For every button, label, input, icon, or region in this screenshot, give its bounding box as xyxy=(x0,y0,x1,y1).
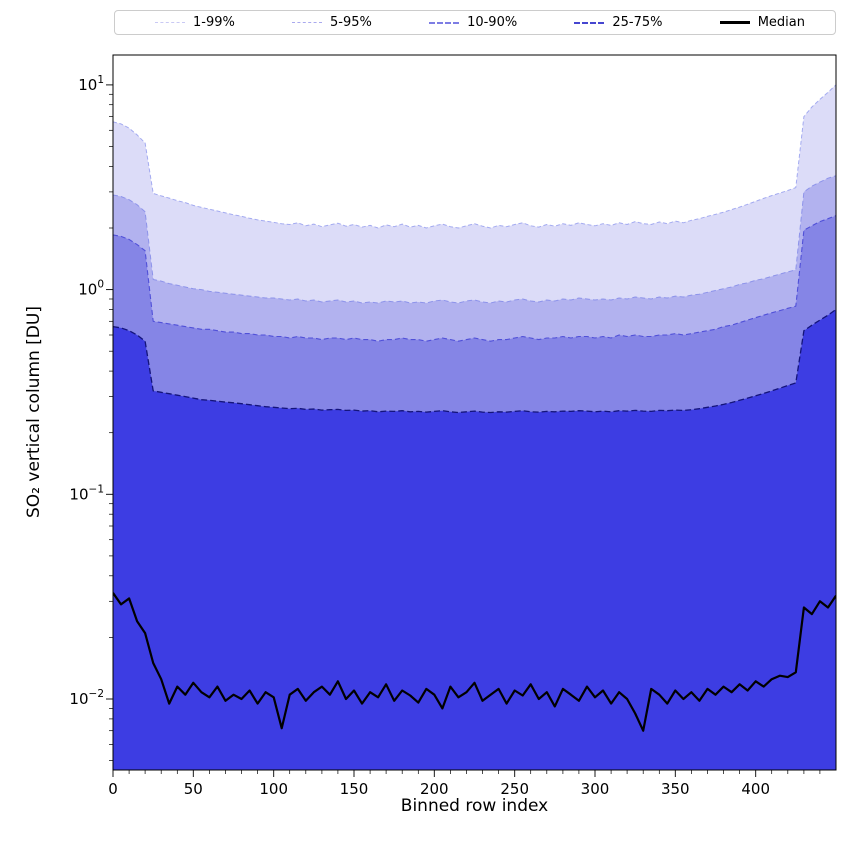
x-tick-label: 350 xyxy=(661,780,690,798)
y-axis-label: SO₂ vertical column [DU] xyxy=(24,306,44,518)
legend-item-10-90: 10-90% xyxy=(429,15,517,30)
x-tick-label: 150 xyxy=(340,780,369,798)
percentile-band-edges xyxy=(113,84,836,732)
legend-item-5-95: 5-95% xyxy=(292,15,372,30)
x-axis-label: Binned row index xyxy=(400,796,549,816)
legend-item-1-99: 1-99% xyxy=(155,15,235,30)
line-p95 xyxy=(113,175,836,304)
x-tick-label: 100 xyxy=(259,780,288,798)
x-tick-label: 250 xyxy=(500,780,529,798)
legend-item-median: Median xyxy=(719,15,805,30)
legend-line-sample-1-99-icon xyxy=(155,22,185,23)
line-p99 xyxy=(113,84,836,229)
axes xyxy=(106,54,837,777)
plot-border xyxy=(112,54,837,771)
x-tick-label: 400 xyxy=(741,780,770,798)
line-p75 xyxy=(113,308,836,414)
x-tick-label: 0 xyxy=(108,780,118,798)
legend-label-median: Median xyxy=(757,15,805,30)
band-fill-p75 xyxy=(113,309,836,770)
x-tick-label: 50 xyxy=(184,780,203,798)
legend-item-25-75: 25-75% xyxy=(574,15,663,30)
legend-label-10-90: 10-90% xyxy=(467,15,518,30)
legend-line-sample-25-75-icon xyxy=(574,21,605,24)
legend-label-1-99: 1-99% xyxy=(193,15,235,30)
legend-line-sample-median-icon xyxy=(719,21,750,24)
line-p90 xyxy=(113,215,836,342)
line-median xyxy=(113,592,836,732)
percentile-band-fills xyxy=(113,84,836,770)
legend-label-5-95: 5-95% xyxy=(330,15,372,30)
legend-line-sample-5-95-icon xyxy=(292,22,323,23)
x-tick-label: 300 xyxy=(581,780,610,798)
legend-line-sample-10-90-icon xyxy=(429,21,460,24)
legend: 1-99% 5-95% 10-90% 25-75% Median xyxy=(114,10,836,35)
x-tick-label: 200 xyxy=(420,780,449,798)
legend-label-25-75: 25-75% xyxy=(612,15,663,30)
